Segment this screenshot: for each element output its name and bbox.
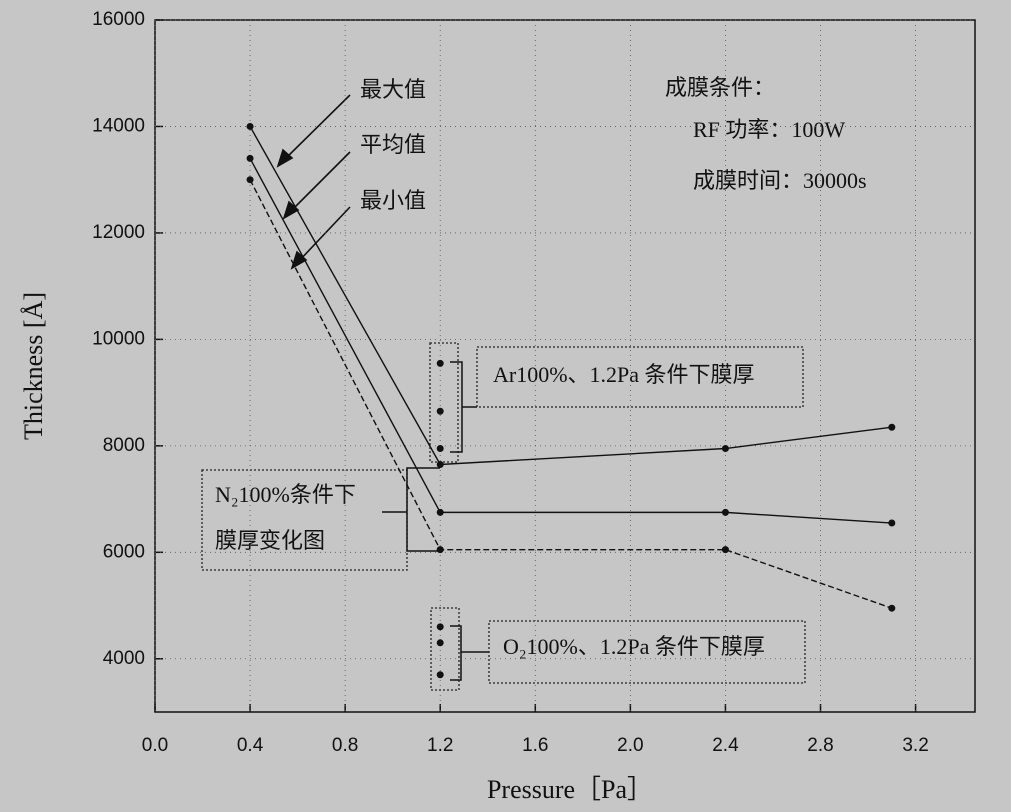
data-point	[436, 623, 444, 631]
x-axis-label: Pressure［Pa］	[487, 775, 653, 804]
data-point	[721, 508, 729, 516]
data-point	[888, 604, 896, 612]
arrows	[276, 94, 351, 270]
series-label: 平均值	[360, 132, 426, 157]
data-point	[436, 445, 444, 453]
data-point	[888, 423, 896, 431]
y-tick-label: 12000	[92, 222, 145, 243]
x-tick-label: 2.0	[617, 735, 643, 756]
x-tick-label: 1.2	[427, 735, 453, 756]
series-line	[249, 179, 893, 609]
data-point	[246, 176, 254, 184]
x-tick-label: 2.4	[712, 735, 739, 756]
x-tick-label: 0.8	[332, 735, 358, 756]
y-axis-label: Thickness [Å]	[19, 292, 48, 440]
annotation: 膜厚变化图	[215, 528, 325, 553]
data-point	[436, 639, 444, 647]
data-point	[246, 154, 254, 162]
annotation: 成膜时间：30000s	[693, 168, 867, 193]
data-point	[246, 122, 254, 130]
series-line	[249, 126, 892, 466]
y-tick-label: 16000	[92, 9, 145, 30]
annotation: RF 功率：100W	[693, 117, 845, 142]
data-point	[436, 407, 444, 415]
data-point	[436, 671, 444, 679]
x-tick-label: 2.8	[807, 735, 833, 756]
x-tick-label: 0.4	[237, 735, 264, 756]
y-tick-label: 14000	[92, 115, 145, 136]
x-tick-label: 3.2	[902, 735, 928, 756]
data-point	[436, 508, 444, 516]
y-tick-label: 6000	[103, 541, 145, 562]
annotation: O₂100%、1.2Pa 条件下膜厚	[503, 634, 765, 659]
annotation: 成膜条件：	[665, 75, 775, 100]
annotation: N₂100%条件下	[215, 482, 356, 507]
series-label: 最小值	[360, 188, 426, 213]
y-tick-label: 4000	[103, 648, 145, 669]
data-point	[436, 460, 444, 468]
y-tick-label: 8000	[103, 435, 145, 456]
data-point	[436, 546, 444, 554]
annotation-boxes	[201, 342, 806, 691]
y-tick-label: 10000	[92, 328, 145, 349]
annotation: Ar100%、1.2Pa 条件下膜厚	[493, 362, 755, 387]
x-tick-label: 1.6	[522, 735, 548, 756]
data-point	[888, 519, 896, 527]
x-tick-label: 0.0	[142, 735, 168, 756]
data-point	[721, 546, 729, 554]
series-label: 最大值	[360, 77, 426, 102]
data-point	[436, 359, 444, 367]
series-line	[249, 158, 892, 524]
data-point	[721, 445, 729, 453]
